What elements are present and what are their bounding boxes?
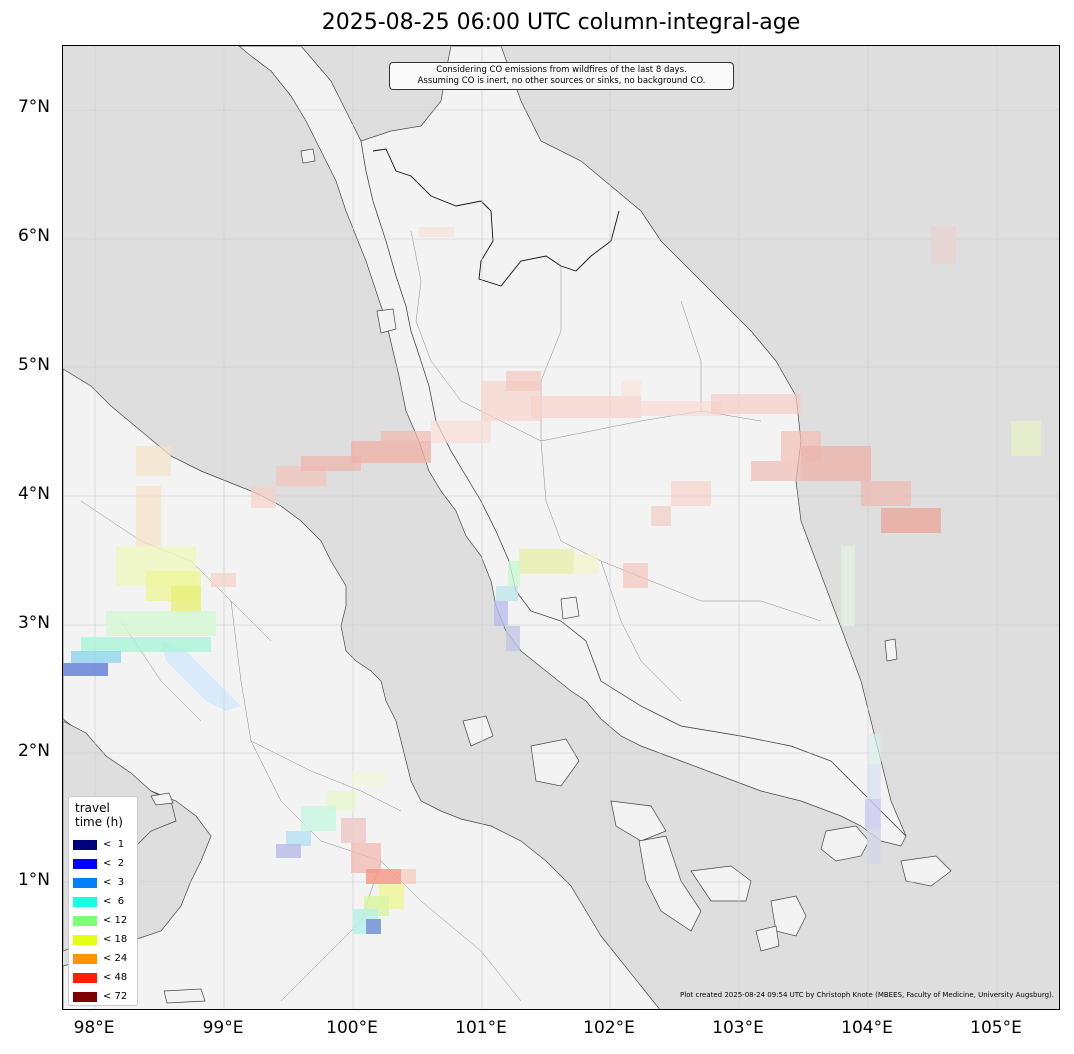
legend-item: < 72 bbox=[73, 987, 137, 1006]
legend-label: < 12 bbox=[103, 915, 128, 926]
map-area[interactable] bbox=[62, 45, 1060, 1010]
lon-tick-101e: 101°E bbox=[455, 1018, 507, 1038]
lon-tick-104e: 104°E bbox=[841, 1018, 893, 1038]
legend: travel time (h) < 1 < 2 < 3 < 6 < 12 < 18 < 24… bbox=[68, 796, 138, 1006]
legend-label: < 2 bbox=[103, 858, 125, 869]
island-penang bbox=[376, 308, 397, 334]
legend-swatch bbox=[73, 953, 97, 964]
legend-swatch bbox=[73, 915, 97, 926]
legend-item: < 48 bbox=[73, 968, 137, 987]
legend-swatch bbox=[73, 972, 97, 983]
lat-tick-5n: 5°N bbox=[17, 355, 50, 375]
legend-swatch bbox=[73, 839, 97, 850]
island-tioman bbox=[884, 638, 898, 662]
lat-tick-1n: 1°N bbox=[17, 870, 50, 890]
lon-tick-105e: 105°E bbox=[970, 1018, 1022, 1038]
legend-item: < 2 bbox=[73, 854, 137, 873]
legend-label: < 18 bbox=[103, 934, 128, 945]
legend-swatch bbox=[73, 934, 97, 945]
legend-label: < 3 bbox=[103, 877, 125, 888]
lon-tick-99e: 99°E bbox=[202, 1018, 244, 1038]
lon-tick-102e: 102°E bbox=[583, 1018, 635, 1038]
legend-item: < 6 bbox=[73, 892, 137, 911]
credit-text: Plot created 2025-08-24 09:54 UTC by Chr… bbox=[680, 991, 1054, 999]
island-padang bbox=[638, 835, 702, 932]
notes-line-1: Considering CO emissions from wildfires … bbox=[436, 65, 687, 75]
legend-item: < 3 bbox=[73, 873, 137, 892]
legend-swatch bbox=[73, 991, 97, 1002]
lat-tick-4n: 4°N bbox=[17, 484, 50, 504]
legend-swatch bbox=[73, 877, 97, 888]
island-simeulue bbox=[150, 792, 174, 806]
legend-swatch bbox=[73, 896, 97, 907]
legend-swatch bbox=[73, 858, 97, 869]
island-ranggsang bbox=[610, 800, 667, 842]
island-singkep bbox=[755, 925, 780, 952]
island-langkawi bbox=[300, 148, 316, 164]
notes-line-2: Assuming CO is inert, no other sources o… bbox=[417, 76, 706, 86]
island-bintan bbox=[820, 825, 870, 862]
island-pangkor bbox=[560, 596, 580, 620]
legend-label: < 1 bbox=[103, 839, 125, 850]
lat-tick-2n: 2°N bbox=[17, 741, 50, 761]
island-kundur bbox=[690, 865, 752, 902]
island-riau bbox=[900, 855, 952, 887]
map-title: 2025-08-25 06:00 UTC column-integral-age bbox=[321, 10, 801, 35]
legend-label: < 6 bbox=[103, 896, 125, 907]
lon-tick-98e: 98°E bbox=[73, 1018, 115, 1038]
legend-item: < 18 bbox=[73, 930, 137, 949]
island-bengkalis bbox=[530, 738, 580, 787]
landmass-peninsula-east bbox=[360, 46, 907, 837]
lon-tick-103e: 103°E bbox=[712, 1018, 764, 1038]
lake-toba bbox=[161, 641, 241, 711]
legend-title-line-1: travel bbox=[75, 801, 110, 815]
map-canvas[interactable] bbox=[63, 46, 1060, 1010]
landmass-sumatra bbox=[63, 368, 660, 1009]
lon-tick-100e: 100°E bbox=[326, 1018, 378, 1038]
legend-item: < 24 bbox=[73, 949, 137, 968]
lat-tick-6n: 6°N bbox=[17, 226, 50, 246]
legend-item: < 12 bbox=[73, 911, 137, 930]
lat-tick-3n: 3°N bbox=[17, 613, 50, 633]
plume-cells bbox=[63, 226, 1041, 934]
legend-item: < 1 bbox=[73, 835, 137, 854]
border-thai-malaysia bbox=[372, 148, 620, 287]
legend-label: < 24 bbox=[103, 953, 128, 964]
island-rupat bbox=[462, 715, 494, 747]
island-small-south bbox=[163, 988, 206, 1004]
legend-title: travel time (h) bbox=[75, 801, 137, 829]
legend-label: < 72 bbox=[103, 991, 128, 1002]
notes-box: Considering CO emissions from wildfires … bbox=[389, 62, 734, 90]
legend-label: < 48 bbox=[103, 972, 128, 983]
legend-items: < 1 < 2 < 3 < 6 < 12 < 18 < 24 < 48 < 72 bbox=[69, 835, 137, 1006]
legend-title-line-2: time (h) bbox=[75, 815, 123, 829]
lat-tick-7n: 7°N bbox=[17, 97, 50, 117]
